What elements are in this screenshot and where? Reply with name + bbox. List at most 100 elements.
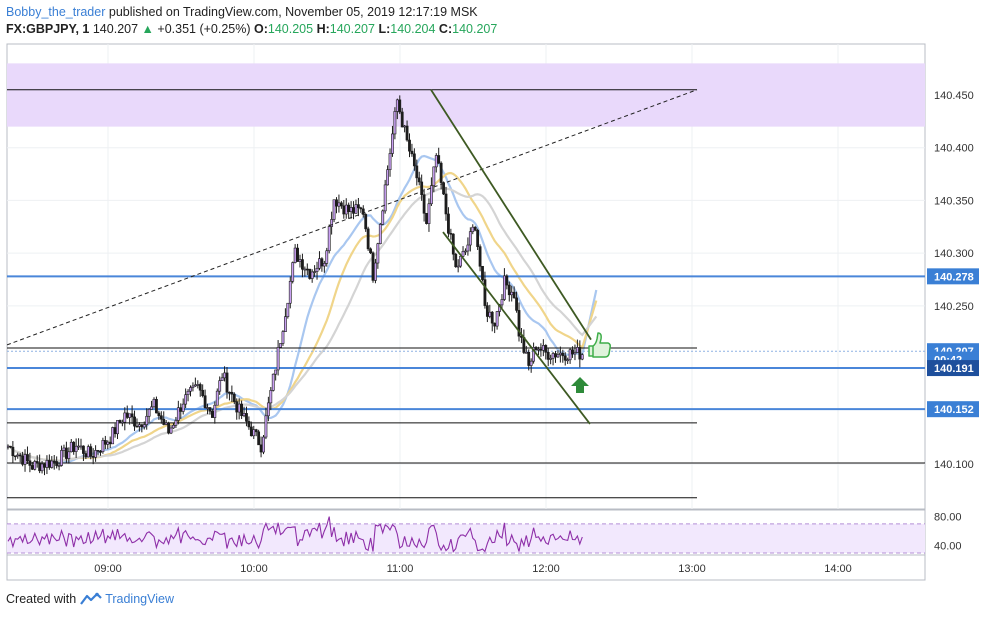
candle-body — [89, 446, 93, 457]
low-label: L: — [378, 22, 391, 36]
candle-body — [52, 460, 56, 463]
candle-body — [211, 410, 214, 418]
candle-body — [128, 413, 132, 418]
candle-body — [459, 255, 463, 267]
price-axis[interactable]: 140.450 140.400 140.350 140.300 140.250 140.1… — [927, 90, 979, 471]
candle-body — [181, 403, 185, 412]
candle-body — [359, 207, 363, 210]
candle-body — [60, 450, 63, 466]
candle-body — [269, 390, 273, 404]
candle-body — [408, 139, 411, 152]
price-label-text: 140.191 — [934, 363, 974, 375]
candle-body — [473, 226, 477, 231]
high-value: 140.207 — [329, 22, 375, 36]
candle-body — [247, 421, 251, 428]
price-label-text: 140.278 — [934, 271, 974, 283]
candle-body — [422, 194, 426, 214]
candle-body — [198, 384, 202, 391]
rsi-axis: 80.00 40.00 — [934, 512, 962, 553]
candle-body — [510, 291, 514, 296]
candle-body — [417, 177, 421, 183]
candle-body — [466, 244, 470, 252]
open-value: 140.205 — [267, 22, 314, 36]
candle-body — [298, 259, 302, 262]
high-label: H: — [316, 22, 330, 36]
candle-body — [169, 427, 173, 434]
candle-body — [28, 460, 32, 466]
candle-body — [116, 420, 119, 435]
candle-body — [43, 463, 46, 468]
candle-body — [476, 229, 480, 247]
price-label-bg — [927, 360, 979, 377]
candle-body — [571, 349, 574, 355]
candle-body — [33, 461, 37, 470]
candle-body — [534, 347, 538, 350]
candle-body — [554, 353, 557, 358]
candle-body — [82, 445, 85, 454]
dashed-trendline — [7, 89, 698, 346]
candle-body — [40, 463, 44, 472]
candle-body — [366, 228, 370, 250]
header-title-row: Bobby_the_trader published on TradingVie… — [6, 4, 981, 21]
candle-body — [420, 181, 424, 196]
candle-body — [549, 357, 553, 360]
candle-body — [339, 202, 343, 207]
candle-body — [118, 420, 122, 423]
chart-canvas[interactable]: 140.450 140.400 140.350 140.300 140.250 140.1… — [0, 0, 988, 590]
candle-body — [138, 424, 141, 427]
candle-body — [439, 162, 443, 183]
candle-body — [203, 395, 207, 409]
time-axis[interactable]: 09:00 10:00 11:00 12:00 13:00 14:00 — [94, 563, 852, 575]
candle-body — [11, 446, 15, 457]
candle-body — [493, 322, 497, 327]
candle-body — [245, 413, 248, 422]
price-tick-label: 140.250 — [934, 301, 974, 313]
candle-body — [356, 204, 360, 209]
candle-body — [135, 425, 139, 428]
channel-upper-line — [430, 89, 592, 341]
candle-body — [381, 210, 385, 225]
candle-body — [201, 389, 205, 397]
candle-body — [471, 226, 475, 232]
candle-body — [544, 345, 548, 353]
rsi-line — [7, 516, 583, 553]
candle-body — [111, 427, 115, 445]
candle-body — [325, 250, 329, 264]
drawings[interactable] — [7, 89, 698, 425]
candle-body — [447, 213, 450, 234]
candle-body — [176, 407, 180, 421]
candle-body — [208, 407, 212, 412]
candle-body — [142, 424, 146, 428]
candle-body — [410, 150, 414, 155]
candle-body — [13, 455, 17, 458]
candle-body — [308, 268, 312, 279]
candle-body — [342, 205, 346, 215]
candle-body — [483, 279, 487, 306]
candle-body — [218, 380, 222, 392]
candle-body — [378, 224, 382, 245]
candle-body — [249, 426, 253, 437]
author-name[interactable]: Bobby_the_trader — [6, 5, 106, 19]
candle-body — [383, 184, 387, 212]
candle-body — [551, 353, 555, 359]
candle-body — [344, 204, 348, 215]
candle-body — [21, 455, 25, 465]
candle-body — [556, 354, 560, 358]
candle-body — [123, 412, 127, 423]
candle-body — [262, 436, 265, 453]
candle-body — [164, 422, 168, 425]
candle-body — [286, 302, 290, 317]
candle-body — [320, 258, 324, 267]
candle-body — [57, 465, 61, 467]
candle-body — [120, 421, 124, 424]
candle-body — [310, 271, 314, 279]
tradingview-brand[interactable]: TradingView — [80, 592, 174, 606]
candle-body — [50, 460, 54, 468]
chart-header: Bobby_the_trader published on TradingVie… — [6, 4, 981, 38]
candles — [7, 95, 584, 476]
time-axis-pane[interactable] — [6, 554, 926, 581]
candle-body — [215, 390, 219, 406]
price-tick-label: 140.100 — [934, 459, 974, 471]
candle-body — [369, 248, 372, 254]
candle-body — [444, 193, 448, 215]
